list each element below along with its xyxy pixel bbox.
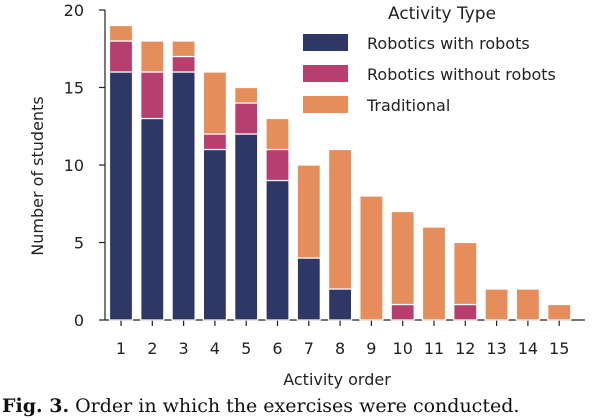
caption-label: Fig. 3. (2, 395, 70, 417)
x-tick-label: 11 (424, 339, 444, 358)
bar-segment (453, 241, 478, 306)
x-tick-label: 5 (241, 339, 251, 358)
legend-swatch (303, 96, 348, 113)
y-tick-label: 5 (74, 234, 84, 253)
x-tick-label: 10 (393, 339, 413, 358)
bar-segment (265, 117, 290, 151)
x-tick-label: 2 (147, 339, 157, 358)
bar-segment (265, 148, 290, 182)
bar-segment (140, 71, 165, 120)
x-tick-label: 3 (179, 339, 189, 358)
x-tick-label: 1 (116, 339, 126, 358)
legend-title: Activity Type (388, 4, 496, 24)
legend-swatch (303, 65, 348, 82)
x-tick-label: 7 (304, 339, 314, 358)
x-axis-label: Activity order (283, 370, 391, 389)
bar-segment (234, 86, 259, 104)
bar-segment (140, 40, 165, 73)
bar-segment (140, 117, 165, 321)
bars (108, 24, 572, 321)
legend-label: Robotics with robots (367, 34, 530, 53)
x-tick-labels: 1 2 3 4 5 6 7 8 9 10 11 12 13 14 15 (116, 320, 569, 358)
bar-segment (234, 133, 259, 321)
y-axis-label: Number of students (28, 96, 47, 255)
bar-segment (328, 148, 353, 290)
bar-segment (421, 226, 447, 321)
x-tick-label: 4 (210, 339, 220, 358)
bar-segment (202, 71, 227, 135)
y-tick-label: 10 (64, 156, 84, 175)
y-axis: 0 5 10 15 20 (64, 1, 106, 330)
x-tick-label: 9 (366, 339, 376, 358)
figure-caption: Fig. 3. Order in which the exercises wer… (2, 395, 592, 417)
caption-text: Order in which the exercises were conduc… (75, 395, 520, 417)
bar-segment (296, 164, 321, 259)
legend-label: Traditional (366, 96, 450, 115)
y-tick-label: 0 (74, 311, 84, 330)
x-tick-label: 13 (486, 339, 506, 358)
bar-segment (108, 40, 134, 73)
legend: Activity Type Robotics with robots Roboti… (303, 4, 556, 115)
y-tick-label: 20 (64, 1, 84, 20)
bar-segment (108, 24, 134, 42)
bar-segment (390, 210, 415, 306)
x-tick-label: 14 (518, 339, 538, 358)
bar-segment (547, 303, 572, 321)
bar-segment (108, 71, 134, 321)
bar-segment (328, 288, 353, 321)
x-tick-label: 15 (549, 339, 569, 358)
x-axis: 1 2 3 4 5 6 7 8 9 10 11 12 13 14 15 (105, 319, 585, 358)
bar-segment (484, 288, 509, 321)
bar-segment (359, 195, 384, 321)
bar-segment (202, 148, 227, 321)
legend-label: Robotics without robots (367, 65, 556, 84)
legend-swatch (303, 34, 348, 51)
x-tick-label: 8 (335, 339, 345, 358)
bar-segment (515, 288, 541, 321)
bar-segment (453, 303, 478, 321)
bar-segment (390, 303, 415, 321)
y-tick-label: 15 (64, 79, 84, 98)
bar-segment (234, 102, 259, 135)
x-tick-label: 12 (455, 339, 475, 358)
y-tick-labels: 0 5 10 15 20 (64, 1, 105, 330)
x-tick-label: 6 (272, 339, 282, 358)
bar-segment (171, 55, 196, 73)
bar-segment (202, 133, 227, 151)
bar-segment (265, 179, 290, 321)
bar-segment (171, 40, 196, 58)
bar-segment (171, 71, 196, 321)
bar-segment (296, 257, 321, 321)
